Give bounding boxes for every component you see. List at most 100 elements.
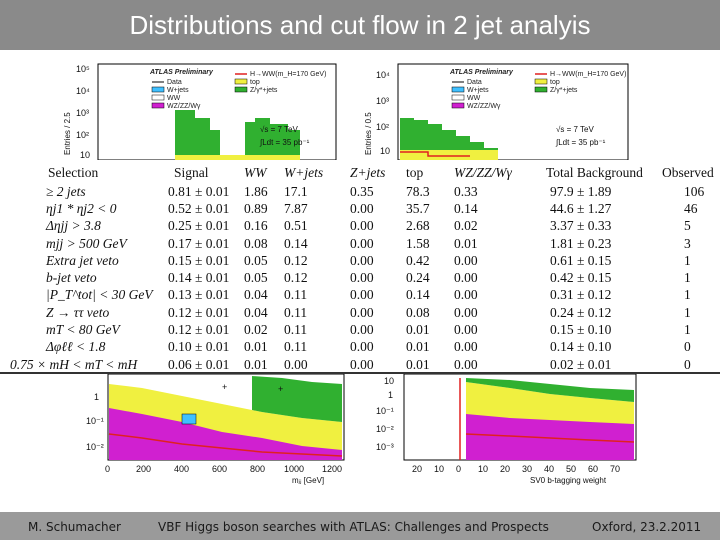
top-right-legend-right: H→WW(m_H=170 GeV) top Z/γ*+jets (534, 71, 626, 94)
legend-ww: WW (467, 95, 481, 102)
bottom-left-plot-svg: + + 1 10⁻¹ 10⁻² 0 200 400 600 800 1000 1… (86, 374, 345, 485)
table-row: ηj1 * ηj2 < 0 0.52 ± 0.01 0.89 7.87 0.00 35.7… (6, 200, 714, 217)
value-cell: 0.01 (406, 322, 430, 338)
value-cell: 0.04 (244, 304, 268, 320)
value-cell: 0.06 ± 0.01 (168, 356, 230, 372)
value-cell: 0.89 (244, 200, 268, 216)
value-cell: 0.02 ± 0.01 (550, 356, 612, 372)
value-cell: 44.6 ± 1.27 (550, 200, 612, 216)
data-point: + (278, 384, 283, 394)
top-left-ytick-3: 10² (76, 130, 89, 140)
bottom-right-plot-svg: 10 1 10⁻¹ 10⁻² 10⁻³ 20 10 0 10 20 30 40 … (376, 374, 637, 485)
bottom-right-xtick-r4: 50 (566, 464, 576, 474)
value-cell: 0.42 (406, 252, 430, 268)
col-signal: Signal (174, 165, 209, 180)
col-top: top (406, 165, 424, 180)
bottom-right-ytick-0: 10 (384, 376, 394, 386)
table-row: Δηjj > 3.8 0.25 ± 0.01 0.16 0.51 0.00 2.68 0.0… (6, 218, 714, 235)
value-cell: 1.86 (244, 183, 268, 199)
value-cell: 0.01 (244, 339, 268, 355)
table-body: ≥ 2 jets 0.81 ± 0.01 1.86 17.1 0.35 78.3 0.33 9… (6, 183, 714, 373)
bottom-right-xtick-r3: 40 (544, 464, 554, 474)
value-cell: 0.01 (406, 339, 430, 355)
legend-ww: WW (167, 95, 181, 102)
top-left-atlas-label: ATLAS Preliminary (149, 69, 214, 76)
value-cell: 17.1 (284, 183, 308, 199)
value-cell: 0.00 (350, 304, 374, 320)
value-cell: 0.15 ± 0.01 (168, 252, 230, 268)
top-right-ylabel: Entries / 0.5 (364, 112, 373, 155)
value-cell: 35.7 (406, 200, 430, 216)
value-cell: 106 (684, 183, 705, 199)
value-cell: 0.15 ± 0.10 (550, 322, 612, 338)
value-cell: 0.51 (284, 218, 308, 234)
value-cell: 0.14 (406, 287, 430, 303)
bottom-right-xtick-r1: 20 (500, 464, 510, 474)
value-cell: 3 (684, 235, 691, 251)
bottom-left-xtick-6: 1200 (322, 464, 342, 474)
top-right-histogram (400, 118, 498, 160)
table-row: 0.75 × mH < mT < mH 0.06 ± 0.01 0.01 0.00 0.… (6, 356, 714, 373)
value-cell: 0.42 ± 0.15 (550, 270, 612, 286)
value-cell: 0.16 (244, 218, 268, 234)
col-observed: Observed (662, 165, 714, 180)
bottom-left-ytick-0: 1 (94, 392, 99, 402)
top-right-ytick-2: 10² (376, 122, 389, 132)
top-right-plot-svg: Entries / 0.5 10⁴ 10³ 10² 10 ATLAS Preli… (364, 63, 629, 160)
footer-author: M. Schumacher (28, 520, 121, 534)
footer-talk-title: VBF Higgs boson searches with ATLAS: Cha… (158, 520, 549, 534)
value-cell: 0.81 ± 0.01 (168, 183, 230, 199)
value-cell: 0.12 (284, 252, 308, 268)
value-cell: 0.05 (244, 270, 268, 286)
selection-cell: |P_T^tot| < 30 GeV (46, 287, 153, 303)
value-cell: 97.9 ± 1.89 (550, 183, 612, 199)
value-cell: 0.00 (350, 339, 374, 355)
legend-zjets: Z/γ*+jets (550, 87, 578, 94)
value-cell: 1 (684, 322, 691, 338)
value-cell: 0.10 ± 0.01 (168, 339, 230, 355)
value-cell: 0.35 (350, 183, 374, 199)
value-cell: 3.37 ± 0.33 (550, 218, 612, 234)
value-cell: 0.01 (244, 356, 268, 372)
top-right-ytick-0: 10⁴ (376, 70, 390, 80)
value-cell: 0.00 (350, 252, 374, 268)
legend-signal: H→WW(m_H=170 GeV) (550, 71, 626, 78)
top-right-plot: Entries / 0.5 10⁴ 10³ 10² 10 ATLAS Preli… (360, 60, 632, 160)
value-cell: 0.14 (284, 235, 308, 251)
top-left-ylabel: Entries / 2.5 (63, 112, 72, 155)
top-right-ytick-1: 10³ (376, 96, 389, 106)
value-cell: 0.08 (406, 304, 430, 320)
bottom-left-xtick-1: 200 (136, 464, 151, 474)
value-cell: 0.11 (284, 304, 308, 320)
value-cell: 0.33 (454, 183, 478, 199)
value-cell: 1.81 ± 0.23 (550, 235, 612, 251)
bottom-left-histogram: + + (108, 376, 343, 460)
value-cell: 7.87 (284, 200, 308, 216)
value-cell: 1 (684, 270, 691, 286)
value-cell: 78.3 (406, 183, 430, 199)
bottom-left-xtick-5: 1000 (284, 464, 304, 474)
value-cell: 0 (684, 356, 691, 372)
value-cell: 0.00 (454, 322, 478, 338)
legend-top: top (250, 79, 260, 86)
data-point: + (222, 382, 227, 392)
table-row: mjj > 500 GeV 0.17 ± 0.01 0.08 0.14 0.00 1.58… (6, 235, 714, 252)
col-total: Total Background (546, 165, 643, 180)
col-zjets: Z+jets (350, 165, 386, 180)
value-cell: 0.11 (284, 339, 308, 355)
top-left-ytick-1: 10⁴ (76, 86, 90, 96)
top-left-ytick-4: 10 (80, 150, 90, 160)
legend-data: Data (467, 79, 482, 86)
bottom-left-xtick-2: 400 (174, 464, 189, 474)
bottom-left-xtick-4: 800 (250, 464, 265, 474)
value-cell: 0.24 (406, 270, 430, 286)
top-right-ytick-3: 10 (380, 146, 390, 156)
selection-cell: mjj > 500 GeV (46, 235, 127, 251)
bottom-right-xtick-l0: 20 (412, 464, 422, 474)
top-left-plot: Entries / 2.5 10⁵ 10⁴ 10³ 10² 10 ATLAS P… (60, 60, 340, 160)
top-left-ytick-0: 10⁵ (76, 64, 90, 74)
value-cell: 46 (684, 200, 698, 216)
legend-data: Data (167, 79, 182, 86)
selection-cell: ηj1 * ηj2 < 0 (46, 200, 117, 216)
top-left-plot-svg: Entries / 2.5 10⁵ 10⁴ 10³ 10² 10 ATLAS P… (63, 63, 337, 160)
